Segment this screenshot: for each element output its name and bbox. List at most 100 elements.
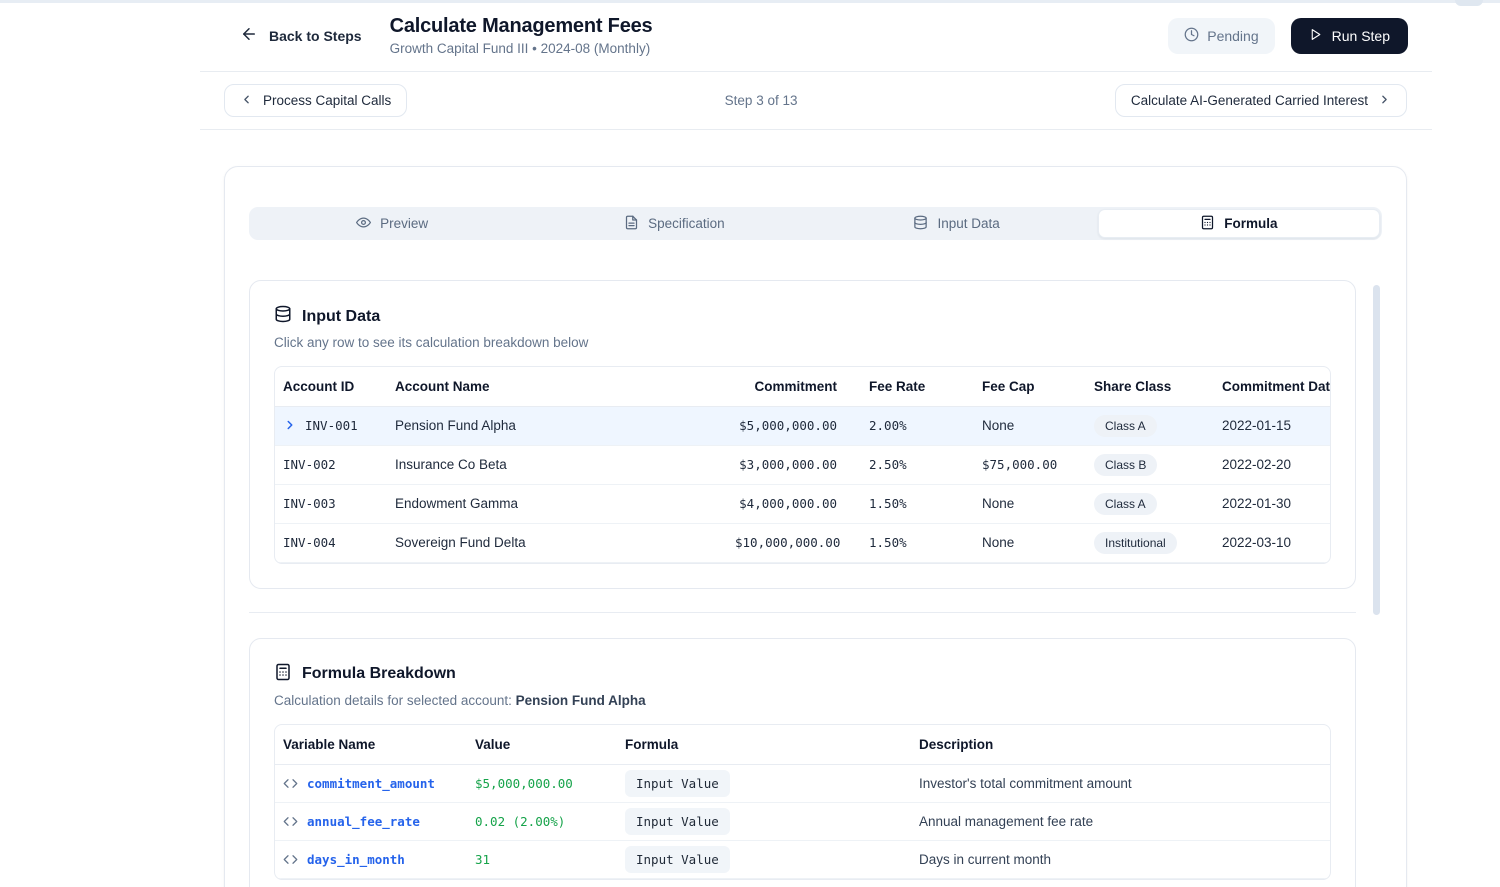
formula-cell: Input Value — [617, 802, 911, 841]
column-header: Variable Name — [275, 724, 467, 765]
commitment-cell: $5,000,000.00 — [727, 406, 845, 446]
run-step-button[interactable]: Run Step — [1290, 17, 1408, 54]
run-step-label: Run Step — [1331, 27, 1390, 44]
commitment-date-cell: 2022-02-20 — [1214, 445, 1330, 485]
formula-badge: Input Value — [625, 770, 730, 797]
database-icon — [913, 215, 928, 233]
formula-badge: Input Value — [625, 808, 730, 835]
input-data-subtitle: Click any row to see its calculation bre… — [274, 335, 589, 350]
back-to-steps-button[interactable]: Back to Steps — [240, 25, 362, 46]
input-data-table: Account ID Account Name Commitment Fee R… — [274, 366, 1331, 564]
column-header: Account ID — [275, 367, 387, 407]
commitment-cell: $3,000,000.00 — [727, 445, 845, 485]
value-cell: $5,000,000.00 — [467, 764, 617, 803]
tab-label: Preview — [380, 216, 429, 231]
page-scrollbar-thumb[interactable] — [1455, 0, 1483, 6]
clock-icon — [1184, 27, 1199, 45]
status-label: Pending — [1207, 27, 1259, 44]
share-class-cell: Class A — [1086, 484, 1214, 524]
column-header: Fee Cap — [974, 367, 1086, 407]
step-indicator: Step 3 of 13 — [724, 93, 798, 108]
section-divider — [249, 611, 1356, 613]
calculator-icon — [274, 663, 292, 686]
tab-specification[interactable]: Specification — [533, 209, 815, 238]
variable-name-cell: commitment_amount — [275, 764, 467, 803]
column-header: Description — [911, 724, 1330, 765]
input-data-panel: Input Data Click any row to see its calc… — [249, 280, 1356, 589]
document-icon — [624, 215, 639, 233]
fee-cap-cell: None — [974, 484, 1086, 524]
formula-cell: Input Value — [617, 840, 911, 879]
tab-formula[interactable]: Formula — [1097, 209, 1380, 238]
table-row[interactable]: INV-001 Pension Fund Alpha $5,000,000.00… — [275, 406, 1330, 446]
title-block: Calculate Management Fees Growth Capital… — [390, 15, 653, 56]
tab-label: Input Data — [937, 216, 1000, 231]
column-header: Commitment — [727, 367, 845, 407]
tab-label: Formula — [1224, 216, 1278, 231]
variable-name-cell: days_in_month — [275, 840, 467, 879]
view-tab-bar: Preview Specification Input Data Formula — [249, 207, 1382, 240]
column-header: Fee Rate — [845, 367, 974, 407]
top-hairline — [0, 0, 1500, 3]
formula-breakdown-panel: Formula Breakdown Calculation details fo… — [249, 637, 1356, 887]
formula-row[interactable]: commitment_amount $5,000,000.00 Input Va… — [275, 764, 1330, 803]
header-actions: Pending Run Step — [1168, 17, 1408, 54]
formula-breakdown-subtitle: Calculation details for selected account… — [274, 692, 646, 708]
table-row[interactable]: INV-003 Endowment Gamma $4,000,000.00 1.… — [275, 484, 1330, 524]
page-header: Back to Steps Calculate Management Fees … — [200, 0, 1432, 72]
formula-row[interactable]: annual_fee_rate 0.02 (2.00%) Input Value… — [275, 802, 1330, 841]
chevron-left-icon — [240, 93, 253, 109]
arrow-left-icon — [240, 25, 258, 46]
step-navigation: Process Capital Calls Step 3 of 13 Calcu… — [200, 72, 1432, 130]
tab-preview[interactable]: Preview — [251, 209, 533, 238]
account-name-cell: Endowment Gamma — [387, 484, 727, 524]
share-class-badge: Class A — [1094, 492, 1157, 515]
next-step-label: Calculate AI-Generated Carried Interest — [1130, 93, 1368, 108]
back-label: Back to Steps — [269, 27, 362, 44]
chevron-right-icon — [1378, 93, 1391, 109]
tab-content-scroll-area: Input Data Click any row to see its calc… — [249, 280, 1382, 887]
table-row[interactable]: INV-002 Insurance Co Beta $3,000,000.00 … — [275, 445, 1330, 485]
column-header: Account Name — [387, 367, 727, 407]
fee-rate-cell: 1.50% — [845, 484, 974, 524]
description-cell: Days in current month — [911, 840, 1330, 879]
fee-rate-cell: 2.50% — [845, 445, 974, 485]
fee-rate-cell: 2.00% — [845, 406, 974, 446]
input-data-title: Input Data — [302, 307, 381, 325]
content-scrollbar-thumb[interactable] — [1373, 285, 1380, 615]
formula-row[interactable]: days_in_month 31 Input Value Days in cur… — [275, 840, 1330, 879]
commitment-cell: $10,000,000.00 — [727, 523, 845, 563]
account-id-cell: INV-002 — [275, 445, 387, 485]
account-id-cell: INV-001 — [275, 406, 387, 446]
selected-account-name: Pension Fund Alpha — [515, 692, 646, 708]
previous-step-button[interactable]: Process Capital Calls — [224, 84, 408, 117]
description-cell: Investor's total commitment amount — [911, 764, 1330, 803]
fee-cap-cell: None — [974, 523, 1086, 563]
share-class-badge: Institutional — [1094, 531, 1177, 554]
code-icon — [283, 776, 298, 791]
calculator-icon — [1200, 215, 1215, 233]
page-title: Calculate Management Fees — [389, 15, 653, 37]
code-icon — [283, 852, 298, 867]
column-header: Formula — [617, 724, 911, 765]
database-icon — [274, 305, 292, 328]
formula-breakdown-header: Formula Breakdown — [274, 663, 1331, 686]
tab-input-data[interactable]: Input Data — [816, 209, 1098, 238]
previous-step-label: Process Capital Calls — [263, 93, 392, 108]
account-name-cell: Sovereign Fund Delta — [387, 523, 727, 563]
fee-rate-cell: 1.50% — [845, 523, 974, 563]
formula-table: Variable Name Value Formula Description … — [274, 723, 1331, 880]
fee-cap-cell: None — [974, 406, 1086, 446]
input-data-header: Input Data — [274, 305, 1331, 328]
commitment-date-cell: 2022-03-10 — [1214, 523, 1330, 563]
share-class-badge: Class A — [1094, 414, 1157, 437]
account-id-cell: INV-004 — [275, 523, 387, 563]
page-subtitle: Growth Capital Fund III • 2024-08 (Month… — [389, 41, 651, 56]
table-row[interactable]: INV-004 Sovereign Fund Delta $10,000,000… — [275, 523, 1330, 563]
formula-badge: Input Value — [625, 846, 730, 873]
formula-table-header-row: Variable Name Value Formula Description — [275, 724, 1330, 765]
status-badge: Pending — [1168, 17, 1275, 54]
play-icon — [1309, 28, 1322, 44]
next-step-button[interactable]: Calculate AI-Generated Carried Interest — [1114, 84, 1407, 117]
commitment-date-cell: 2022-01-30 — [1214, 484, 1330, 524]
